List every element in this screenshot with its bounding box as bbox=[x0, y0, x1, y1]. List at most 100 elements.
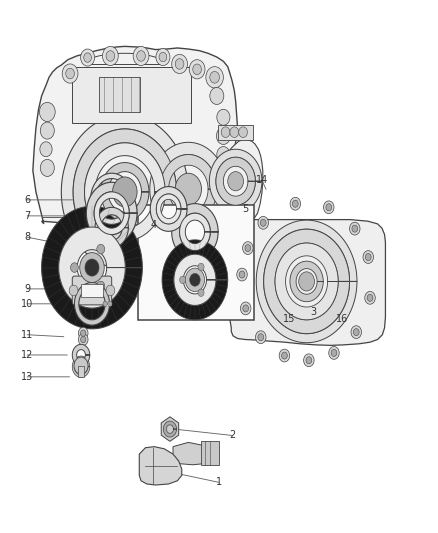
Circle shape bbox=[245, 245, 251, 252]
Bar bbox=[201, 441, 219, 465]
Circle shape bbox=[80, 253, 104, 282]
Circle shape bbox=[193, 64, 201, 75]
Circle shape bbox=[306, 357, 312, 364]
Text: 3: 3 bbox=[310, 307, 316, 317]
Polygon shape bbox=[228, 220, 385, 345]
Circle shape bbox=[71, 263, 78, 272]
Polygon shape bbox=[173, 442, 209, 465]
Circle shape bbox=[221, 127, 230, 138]
Circle shape bbox=[299, 272, 314, 291]
Circle shape bbox=[258, 334, 264, 341]
Circle shape bbox=[352, 225, 358, 232]
Text: 6: 6 bbox=[24, 195, 30, 205]
Polygon shape bbox=[150, 142, 227, 236]
Polygon shape bbox=[72, 344, 90, 366]
Polygon shape bbox=[209, 149, 262, 213]
Bar bbox=[78, 366, 84, 377]
Circle shape bbox=[85, 259, 99, 276]
Circle shape bbox=[216, 127, 230, 144]
Text: 8: 8 bbox=[24, 232, 30, 242]
Polygon shape bbox=[59, 227, 125, 308]
Polygon shape bbox=[180, 213, 210, 251]
Circle shape bbox=[243, 241, 253, 254]
Polygon shape bbox=[33, 46, 237, 225]
Bar bbox=[218, 125, 253, 140]
Polygon shape bbox=[216, 157, 255, 205]
Polygon shape bbox=[275, 243, 338, 320]
Text: 9: 9 bbox=[24, 284, 30, 294]
Circle shape bbox=[237, 268, 247, 281]
Circle shape bbox=[365, 254, 371, 261]
Circle shape bbox=[350, 222, 360, 235]
Polygon shape bbox=[210, 140, 263, 223]
Circle shape bbox=[172, 54, 187, 74]
Polygon shape bbox=[72, 356, 90, 377]
Circle shape bbox=[228, 172, 244, 191]
Circle shape bbox=[69, 285, 78, 296]
Circle shape bbox=[210, 71, 219, 83]
Circle shape bbox=[84, 53, 92, 62]
Polygon shape bbox=[150, 187, 187, 231]
Bar bbox=[138, 205, 254, 320]
Circle shape bbox=[133, 46, 149, 66]
Polygon shape bbox=[91, 173, 133, 224]
Text: 16: 16 bbox=[336, 314, 348, 324]
Circle shape bbox=[255, 331, 266, 344]
Circle shape bbox=[81, 49, 95, 66]
Polygon shape bbox=[95, 207, 128, 248]
Circle shape bbox=[243, 305, 249, 312]
Circle shape bbox=[279, 349, 290, 362]
Polygon shape bbox=[61, 115, 188, 269]
Polygon shape bbox=[86, 182, 137, 244]
Circle shape bbox=[324, 201, 334, 214]
Polygon shape bbox=[161, 417, 179, 441]
Circle shape bbox=[185, 268, 205, 292]
Circle shape bbox=[113, 177, 137, 207]
Text: 11: 11 bbox=[21, 330, 33, 340]
Polygon shape bbox=[85, 143, 165, 241]
Circle shape bbox=[78, 334, 88, 345]
Polygon shape bbox=[172, 204, 218, 260]
Circle shape bbox=[102, 46, 118, 66]
Circle shape bbox=[239, 271, 245, 278]
Circle shape bbox=[304, 354, 314, 367]
Circle shape bbox=[175, 173, 201, 205]
Circle shape bbox=[365, 292, 375, 304]
Circle shape bbox=[260, 219, 266, 227]
Circle shape bbox=[258, 216, 268, 229]
Polygon shape bbox=[73, 129, 177, 255]
Circle shape bbox=[78, 327, 88, 339]
Circle shape bbox=[106, 285, 115, 296]
Circle shape bbox=[156, 49, 170, 66]
Circle shape bbox=[66, 68, 74, 79]
Polygon shape bbox=[290, 261, 323, 302]
Circle shape bbox=[331, 350, 337, 357]
Circle shape bbox=[81, 330, 86, 336]
Circle shape bbox=[103, 301, 107, 306]
Polygon shape bbox=[163, 421, 177, 437]
Polygon shape bbox=[264, 229, 350, 334]
Text: 10: 10 bbox=[21, 299, 33, 309]
Circle shape bbox=[240, 302, 251, 315]
Polygon shape bbox=[160, 155, 217, 224]
Polygon shape bbox=[101, 163, 149, 221]
Circle shape bbox=[106, 51, 115, 61]
Circle shape bbox=[97, 244, 105, 254]
Text: 12: 12 bbox=[21, 350, 33, 360]
Circle shape bbox=[329, 346, 339, 359]
Circle shape bbox=[363, 251, 374, 263]
Circle shape bbox=[282, 352, 287, 359]
Circle shape bbox=[40, 159, 54, 176]
Circle shape bbox=[198, 263, 204, 271]
Circle shape bbox=[108, 301, 112, 306]
Circle shape bbox=[351, 326, 361, 338]
Circle shape bbox=[293, 200, 298, 207]
Text: 7: 7 bbox=[24, 211, 30, 221]
Circle shape bbox=[198, 289, 204, 296]
Circle shape bbox=[40, 122, 54, 139]
Polygon shape bbox=[94, 192, 129, 235]
Polygon shape bbox=[256, 220, 357, 343]
Circle shape bbox=[290, 197, 300, 210]
Text: 1: 1 bbox=[216, 478, 222, 487]
FancyBboxPatch shape bbox=[72, 276, 112, 305]
